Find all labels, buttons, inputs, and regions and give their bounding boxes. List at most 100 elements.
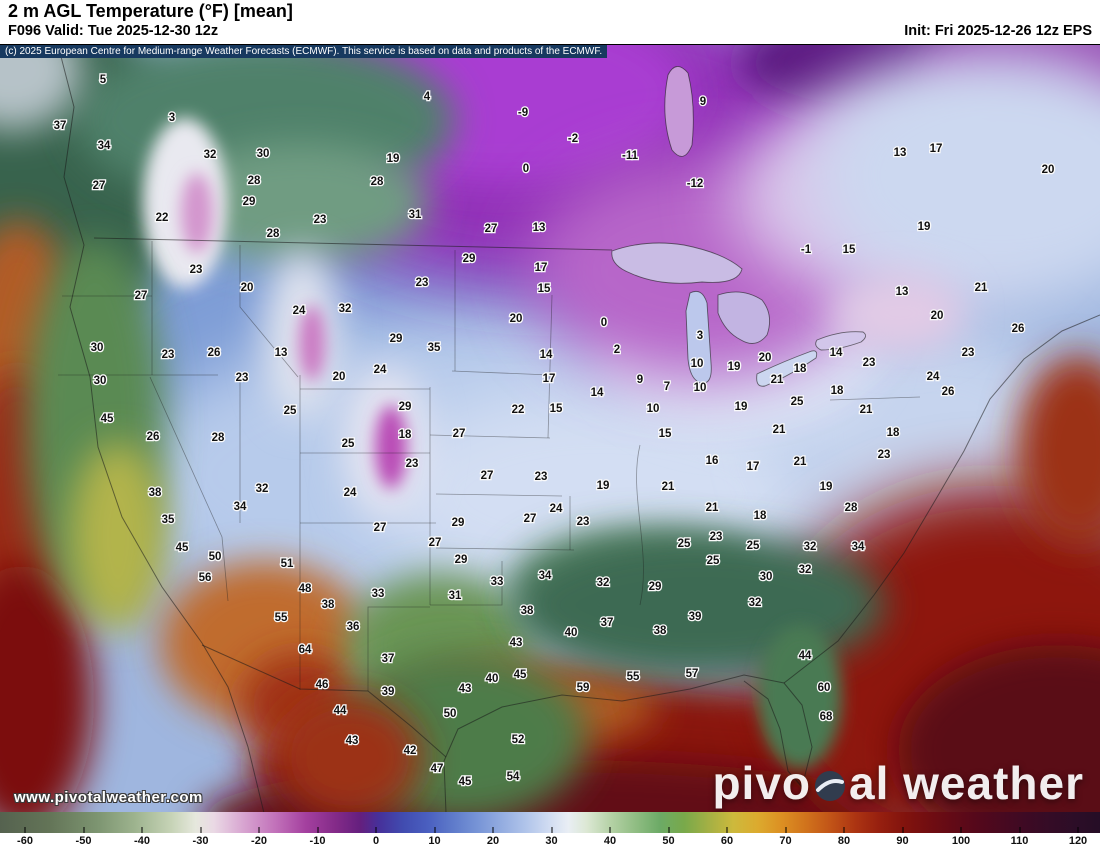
lakes-layer	[611, 66, 866, 387]
temperature-label: 59	[577, 682, 590, 694]
temperature-label: 3	[169, 112, 175, 124]
temperature-label: 19	[387, 153, 400, 165]
colorbar-tick-mark	[317, 827, 318, 833]
temperature-label: 30	[257, 148, 270, 160]
state-border	[829, 396, 921, 401]
state-borders-layer	[58, 241, 921, 691]
temperature-label: 57	[686, 668, 699, 680]
temperature-label: 19	[597, 480, 610, 492]
temperature-label: 20	[1042, 164, 1055, 176]
temperature-label: 23	[863, 357, 876, 369]
temperature-label: 9	[637, 374, 643, 386]
temperature-label: 5	[100, 74, 107, 86]
colorbar-tick-label: 80	[837, 835, 851, 847]
temperature-label: 23	[190, 264, 203, 276]
colorbar-tick-mark	[200, 827, 201, 833]
temperature-label: 25	[747, 540, 760, 552]
state-border	[435, 493, 563, 497]
temperature-label: 28	[267, 228, 280, 240]
temp-field-blob	[375, 405, 407, 489]
colorbar-tick-label: 90	[896, 835, 909, 847]
temperature-label: 40	[565, 627, 578, 639]
state-border	[435, 547, 575, 551]
temperature-label: 18	[887, 427, 900, 439]
temperature-label: 40	[486, 673, 499, 685]
temperature-label: 30	[760, 571, 773, 583]
temperature-label: 30	[91, 342, 104, 354]
temperature-label: 26	[942, 386, 955, 398]
temperature-label: 47	[431, 763, 444, 775]
temperature-label: 23	[162, 349, 175, 361]
colorbar-tick-mark	[1077, 827, 1079, 833]
temperature-label: 21	[794, 456, 807, 468]
temperature-label: 38	[654, 625, 667, 637]
temperature-label: 23	[314, 214, 327, 226]
atlantic-coastline	[783, 314, 1100, 684]
valid-time-label: F096 Valid: Tue 2025-12-30 12z	[8, 23, 219, 39]
temperature-label: 17	[930, 143, 943, 155]
temperature-label: 23	[878, 449, 891, 461]
temperature-label: 30	[94, 375, 107, 387]
temperature-label: 19	[820, 481, 833, 493]
colorbar-ticks: -60 -50 -40 -30 -20 -10 0 10 20 30 40 50 60 70 80 90 100…	[17, 827, 1087, 850]
temperature-label: 33	[372, 588, 385, 600]
colorbar-tick-label: -60	[17, 835, 33, 847]
temperature-label: 55	[275, 612, 288, 624]
colorbar-tick-label: -40	[134, 835, 150, 847]
colorbar-tick-mark	[726, 827, 728, 833]
us-canada-border	[93, 237, 613, 251]
temperature-label: 23	[406, 458, 419, 470]
lake-huron	[717, 291, 771, 344]
temperature-label: -9	[518, 107, 528, 119]
colorbar-tick-mark	[492, 827, 494, 833]
temperature-label: 21	[860, 404, 873, 416]
temperature-label: 4	[424, 91, 431, 103]
temp-field-blob	[810, 45, 1100, 305]
temperature-label: 21	[771, 374, 784, 386]
temperature-label: 32	[799, 564, 812, 576]
temperature-label: 32	[597, 577, 610, 589]
colorbar-tick-mark	[258, 827, 260, 833]
temperature-label: 43	[459, 683, 472, 695]
temperature-label: 15	[550, 403, 563, 415]
colorbar-tick-label: 40	[603, 835, 617, 847]
brand-text-post: al weather	[849, 757, 1084, 809]
temperature-label: 34	[852, 541, 865, 553]
temperature-colorbar: -60 -50 -40 -30 -20 -10 0 10 20 30 40 50 60 70 80 90 100…	[0, 812, 1100, 850]
temperature-label: 24	[374, 364, 387, 376]
temperature-label: 21	[706, 502, 719, 514]
temperature-label: 56	[199, 572, 212, 584]
colorbar-tick-mark	[785, 827, 786, 833]
temperature-label: 29	[243, 196, 256, 208]
pivotal-logo-icon	[815, 771, 845, 801]
temperature-label: 27	[135, 290, 148, 302]
temperature-label: 54	[507, 771, 520, 783]
colorbar-tick-label: 10	[428, 835, 441, 847]
temp-field-blob	[181, 173, 213, 253]
colorbar-tick-mark	[83, 827, 84, 833]
temperature-label: 32	[339, 303, 352, 315]
temperature-label: 15	[843, 244, 856, 256]
colorbar-tick-label: -10	[309, 835, 326, 847]
temperature-label: 17	[543, 373, 556, 385]
temperature-label: 25	[791, 396, 804, 408]
colorbar-tick-mark	[24, 827, 26, 833]
temperature-label: 10	[694, 382, 707, 394]
temperature-label: 32	[256, 483, 269, 495]
temperature-label: 37	[382, 653, 395, 665]
temperature-label: 24	[927, 371, 940, 383]
colorbar-tick-label: 100	[951, 835, 971, 847]
temperature-label: 26	[1012, 323, 1025, 335]
temperature-label: 39	[382, 686, 395, 698]
temperature-label: 20	[241, 282, 254, 294]
lake-superior	[611, 242, 743, 284]
temperature-label: 19	[918, 221, 931, 233]
temp-field-blob	[898, 645, 1100, 812]
temp-field-blob	[1016, 355, 1100, 545]
temperature-label: 21	[975, 282, 988, 294]
temperature-label: 27	[481, 470, 494, 482]
init-time-label: Init: Fri 2025-12-26 12z EPS	[904, 23, 1092, 39]
temperature-label: 38	[149, 487, 162, 499]
temperature-label: 28	[371, 176, 384, 188]
